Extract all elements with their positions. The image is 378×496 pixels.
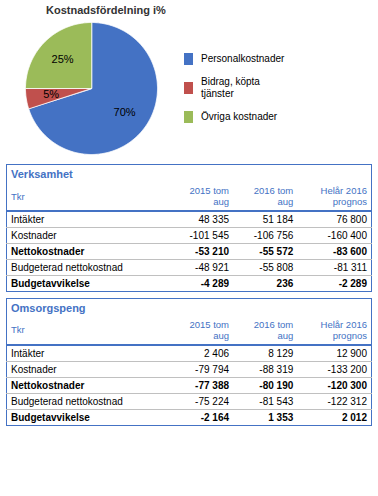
html-text:-48 921: -48 921 xyxy=(195,261,229,273)
html-text:Tkr: Tkr xyxy=(11,324,25,336)
html-text:-88 319: -88 319 xyxy=(259,363,294,375)
html-text:Tkr: Tkr xyxy=(11,190,25,202)
html-text:-77 388: -77 388 xyxy=(195,379,229,391)
html-text:-81 543: -81 543 xyxy=(259,395,294,407)
html-text:Budgetavvikelse: Budgetavvikelse xyxy=(11,277,90,289)
html-text:Helår 2016 prognos: Helår 2016 prognos xyxy=(320,318,367,342)
html-text:Verksamhet: Verksamhet xyxy=(11,168,73,180)
html-text:-4 289: -4 289 xyxy=(200,277,229,289)
html-text:-133 200: -133 200 xyxy=(327,363,367,375)
html-text:Övriga kostnader: Övriga kostnader xyxy=(201,110,278,122)
html-text:-2 164: -2 164 xyxy=(200,411,229,423)
html-text:-80 190: -80 190 xyxy=(259,379,294,391)
html-text:-55 808: -55 808 xyxy=(259,261,294,273)
html-text:-79 794: -79 794 xyxy=(195,363,229,375)
html-text:-81 311: -81 311 xyxy=(333,261,367,273)
html-text:2 012: 2 012 xyxy=(342,411,367,423)
html-text:-160 400: -160 400 xyxy=(327,229,367,241)
html-text:236: 236 xyxy=(276,277,294,289)
html-text:-83 600: -83 600 xyxy=(333,245,367,257)
html-text:76 800: 76 800 xyxy=(336,213,367,225)
html-text:Intäkter: Intäkter xyxy=(11,213,45,225)
html-text:48 335: 48 335 xyxy=(198,213,229,225)
html-text:-106 756: -106 756 xyxy=(253,229,294,241)
html-text:-2 289: -2 289 xyxy=(338,277,367,289)
html-text:Bidrag, köpta tjänster: Bidrag, köpta tjänster xyxy=(201,75,260,99)
html-text:Budgeterad nettokostnad: Budgeterad nettokostnad xyxy=(11,261,123,273)
html-text:-53 210: -53 210 xyxy=(195,245,229,257)
html-text:Kostnadsfördelning i%: Kostnadsfördelning i% xyxy=(46,4,166,16)
html-text:-120 300: -120 300 xyxy=(327,379,367,391)
html-text:Nettokostnader: Nettokostnader xyxy=(11,245,85,257)
svg-text:5%: 5% xyxy=(43,88,59,100)
html-text:Omsorgspeng: Omsorgspeng xyxy=(11,301,86,314)
html-text:2015 tom aug: 2015 tom aug xyxy=(189,318,229,342)
html-text:1 353: 1 353 xyxy=(268,411,294,423)
html-text:8 129: 8 129 xyxy=(268,347,294,359)
html-text:2016 tom aug: 2016 tom aug xyxy=(253,185,294,208)
html-text:Kostnader: Kostnader xyxy=(11,229,57,241)
html-text:Intäkter: Intäkter xyxy=(11,347,45,359)
html-text:-75 224: -75 224 xyxy=(195,395,229,407)
html-text:-55 572: -55 572 xyxy=(259,245,294,257)
html-text:Kostnader: Kostnader xyxy=(11,363,57,375)
html-text:2016 tom aug: 2016 tom aug xyxy=(253,318,294,342)
html-text:Personalkostnader: Personalkostnader xyxy=(201,53,285,64)
svg-text:70%: 70% xyxy=(114,106,136,118)
html-text:51 184: 51 184 xyxy=(262,213,294,225)
html-text:-101 545: -101 545 xyxy=(189,229,229,241)
html-text:2015 tom aug: 2015 tom aug xyxy=(189,185,229,208)
html-text:-122 312: -122 312 xyxy=(327,395,367,407)
html-text:2 406: 2 406 xyxy=(204,347,229,359)
html-text:Budgeterad nettokostnad: Budgeterad nettokostnad xyxy=(11,395,123,407)
html-text:Nettokostnader: Nettokostnader xyxy=(11,379,85,391)
html-text:Helår 2016 prognos: Helår 2016 prognos xyxy=(320,185,367,208)
html-text:12 900: 12 900 xyxy=(336,347,367,359)
svg-text:25%: 25% xyxy=(52,53,74,65)
html-text:Budgetavvikelse: Budgetavvikelse xyxy=(11,411,90,423)
